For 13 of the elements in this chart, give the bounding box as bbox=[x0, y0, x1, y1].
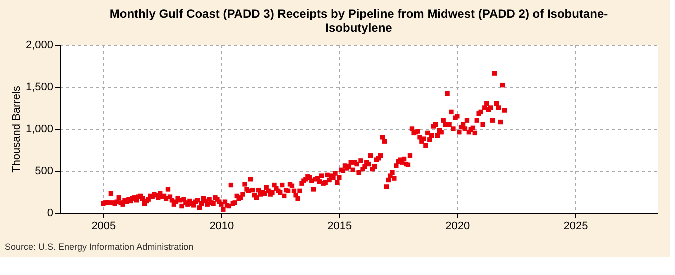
y-tick-label: 0 bbox=[47, 208, 54, 220]
y-tick-label: 2,000 bbox=[26, 40, 54, 52]
x-tick-label: 2015 bbox=[328, 220, 352, 232]
x-tick-label: 2020 bbox=[446, 220, 470, 232]
source-note: Source: U.S. Energy Information Administration bbox=[5, 242, 194, 252]
x-tick-label: 2005 bbox=[92, 220, 116, 232]
x-tick-label: 2025 bbox=[564, 220, 588, 232]
chart-title: Monthly Gulf Coast (PADD 3) Receipts by Pipeline from Midwest (PADD 2) of Isobutane-Isobutylene bbox=[110, 7, 608, 35]
x-tick-label: 2010 bbox=[210, 220, 234, 232]
y-tick-label: 1,500 bbox=[26, 82, 54, 94]
y-axis-title: Thousand Barrels bbox=[10, 86, 23, 173]
y-tick-label: 1,000 bbox=[26, 124, 54, 136]
y-tick-label: 500 bbox=[35, 166, 54, 178]
